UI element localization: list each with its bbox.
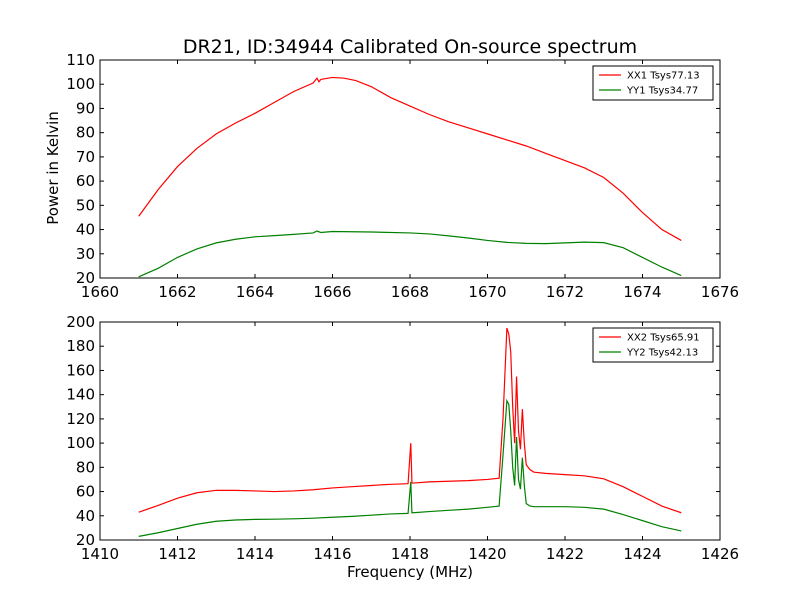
bottom-y-tick-label: 140 bbox=[66, 386, 95, 404]
top-y-tick-label: 70 bbox=[76, 148, 95, 166]
bottom-x-tick-label: 1424 bbox=[623, 545, 661, 563]
top-y-tick-label: 50 bbox=[76, 196, 95, 214]
bottom-x-tick-label: 1416 bbox=[313, 545, 351, 563]
top-y-tick-label: 100 bbox=[66, 75, 95, 93]
bottom-legend-box bbox=[592, 327, 714, 363]
top-x-tick-label: 1660 bbox=[81, 283, 119, 301]
bottom-series-line-1 bbox=[138, 398, 682, 537]
bottom-y-tick-label: 20 bbox=[76, 531, 95, 549]
bottom-x-tick-label: 1418 bbox=[391, 545, 429, 563]
bottom-legend-entry-0: XX2 Tsys65.91 bbox=[627, 333, 700, 344]
top-y-tick-label: 30 bbox=[76, 245, 95, 263]
top-y-tick-label: 20 bbox=[76, 269, 95, 287]
top-x-tick-label: 1674 bbox=[623, 283, 661, 301]
bottom-x-tick-label: 1420 bbox=[468, 545, 506, 563]
bottom-y-tick-label: 100 bbox=[66, 434, 95, 452]
top-x-tick-label: 1662 bbox=[158, 283, 196, 301]
y-axis-label: Power in Kelvin bbox=[44, 111, 62, 225]
top-series-line-0 bbox=[138, 76, 682, 241]
top-y-tick-label: 90 bbox=[76, 99, 95, 117]
top-legend-entry-1: YY1 Tsys34.77 bbox=[626, 86, 698, 97]
bottom-legend: XX2 Tsys65.91 YY2 Tsys42.13 bbox=[592, 327, 714, 363]
top-y-tick-label: 110 bbox=[66, 51, 95, 69]
top-legend-entry-0: XX1 Tsys77.13 bbox=[627, 71, 700, 82]
top-legend: XX1 Tsys77.13 YY1 Tsys34.77 bbox=[592, 65, 714, 101]
bottom-y-tick-label: 80 bbox=[76, 458, 95, 476]
top-panel: 1660 1662 1664 1666 1668 1670 1672 1674 1676 20 30… bbox=[66, 51, 739, 301]
bottom-y-tick-label: 40 bbox=[76, 507, 95, 525]
top-legend-box bbox=[592, 65, 714, 101]
top-y-tick-label: 40 bbox=[76, 221, 95, 239]
top-x-tick-label: 1664 bbox=[236, 283, 274, 301]
top-y-tick-label: 60 bbox=[76, 172, 95, 190]
top-x-tick-label: 1670 bbox=[468, 283, 506, 301]
bottom-x-tick-label: 1412 bbox=[158, 545, 196, 563]
bottom-y-tick-label: 160 bbox=[66, 361, 95, 379]
x-axis-label: Frequency (MHz) bbox=[347, 563, 473, 581]
top-x-tick-label: 1672 bbox=[546, 283, 584, 301]
bottom-legend-entry-1: YY2 Tsys42.13 bbox=[626, 348, 698, 359]
figure-title: DR21, ID:34944 Calibrated On-source spec… bbox=[183, 36, 637, 58]
bottom-x-tick-label: 1414 bbox=[236, 545, 274, 563]
top-series-line-1 bbox=[138, 230, 682, 278]
top-y-tick-label: 80 bbox=[76, 124, 95, 142]
bottom-series-line-0 bbox=[138, 327, 682, 514]
top-x-tick-label: 1666 bbox=[313, 283, 351, 301]
top-x-tick-label: 1668 bbox=[391, 283, 429, 301]
bottom-x-tick-label: 1426 bbox=[701, 545, 739, 563]
bottom-panel: 1410 1412 1414 1416 1418 1420 1422 1424 1426 20 40… bbox=[66, 313, 739, 563]
bottom-x-tick-label: 1422 bbox=[546, 545, 584, 563]
bottom-y-tick-label: 180 bbox=[66, 337, 95, 355]
bottom-y-tick-label: 120 bbox=[66, 410, 95, 428]
top-x-tick-label: 1676 bbox=[701, 283, 739, 301]
bottom-x-tick-label: 1410 bbox=[81, 545, 119, 563]
bottom-y-tick-label: 60 bbox=[76, 483, 95, 501]
bottom-y-tick-label: 200 bbox=[66, 313, 95, 331]
